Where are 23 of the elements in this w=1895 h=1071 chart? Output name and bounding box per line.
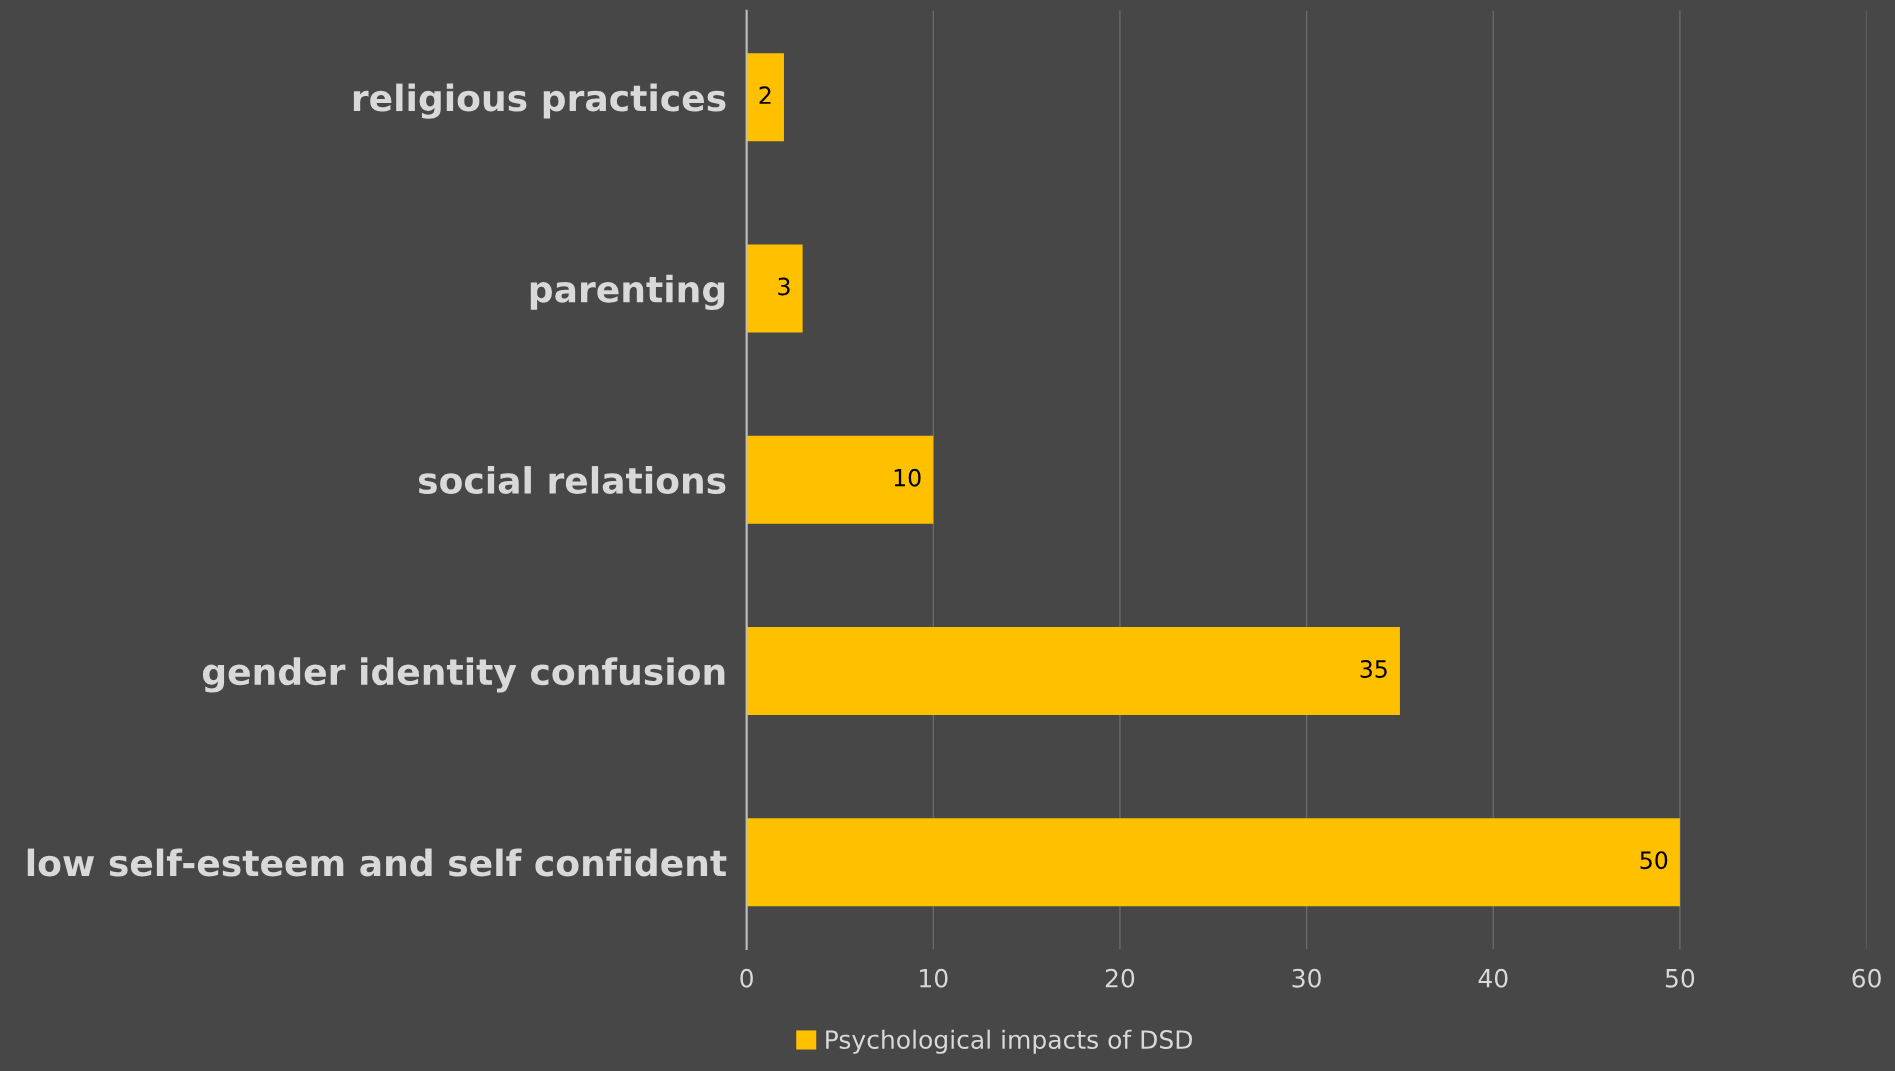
x-tick-label: 40 (1478, 968, 1508, 988)
legend-label: Psychological impacts of DSD (826, 1029, 1193, 1054)
y-tick-label: social relations (418, 466, 726, 495)
bar (746, 627, 1400, 716)
y-tick-label: parenting (530, 274, 725, 311)
data-label: 10 (894, 468, 921, 487)
y-tick-label: gender identity confusion (202, 657, 725, 693)
data-label: 2 (759, 86, 771, 104)
x-tick-label: 50 (1665, 968, 1695, 988)
x-tick-label: 30 (1292, 968, 1321, 988)
data-label: 50 (1640, 851, 1668, 870)
x-tick-label: 0 (740, 968, 753, 988)
data-label: 35 (1360, 660, 1387, 678)
y-tick-label: low self-esteem and self confident (27, 848, 727, 877)
x-tick-label: 20 (1105, 968, 1135, 988)
bar (746, 435, 934, 524)
bar (746, 244, 803, 333)
bar (746, 818, 1680, 907)
x-tick-label: 60 (1852, 968, 1881, 988)
bar (746, 53, 784, 142)
y-tick-label: religious practices (353, 83, 726, 119)
data-label: 3 (778, 277, 790, 296)
x-tick-label: 10 (920, 968, 948, 988)
